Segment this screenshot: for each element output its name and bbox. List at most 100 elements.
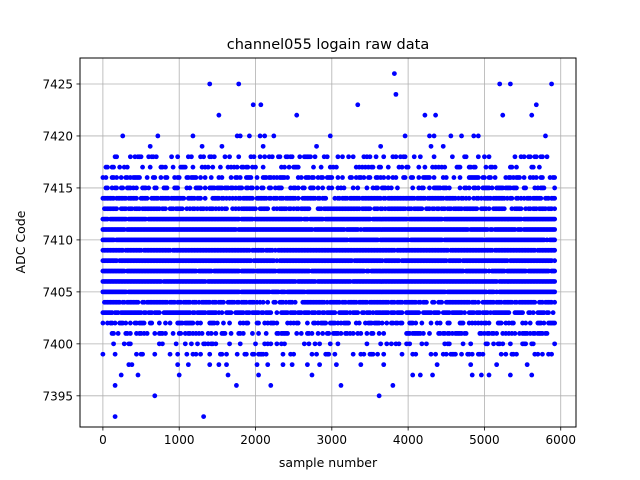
data-point (134, 351, 139, 357)
data-point (248, 175, 254, 180)
data-point (254, 185, 260, 191)
data-point (410, 372, 416, 378)
data-point (309, 351, 315, 357)
data-point (170, 331, 176, 336)
data-point (367, 154, 373, 160)
data-point (378, 143, 384, 149)
data-point (468, 362, 474, 368)
data-point (431, 175, 437, 180)
data-point (517, 175, 522, 180)
data-point (529, 372, 535, 378)
data-point (552, 247, 558, 253)
data-point (224, 362, 229, 368)
data-point (240, 331, 246, 336)
data-point (207, 351, 213, 357)
data-point (190, 133, 196, 139)
data-point (546, 310, 551, 316)
data-point (198, 320, 203, 326)
data-point (333, 362, 339, 368)
data-point (294, 112, 300, 118)
data-point (152, 351, 158, 357)
data-point (127, 320, 133, 326)
data-point (207, 362, 213, 368)
data-point (364, 331, 370, 336)
data-point (521, 175, 527, 180)
data-point (121, 341, 127, 347)
data-point (190, 320, 196, 326)
data-point (160, 341, 165, 347)
data-point (411, 154, 417, 160)
data-point (258, 102, 264, 108)
data-point (178, 331, 184, 336)
data-point (443, 351, 449, 357)
data-point (540, 175, 545, 180)
data-point (424, 341, 429, 347)
data-point (378, 164, 384, 170)
data-point (416, 164, 422, 170)
data-point (552, 206, 558, 212)
data-point (304, 320, 310, 326)
data-point (268, 310, 274, 316)
data-point (483, 164, 489, 170)
data-point (402, 133, 408, 139)
data-point (390, 383, 396, 388)
data-point (355, 185, 361, 191)
data-point (105, 185, 110, 191)
data-point (358, 331, 364, 336)
data-point (533, 102, 539, 108)
data-point (410, 185, 416, 191)
data-point (155, 133, 161, 139)
data-point (317, 362, 323, 368)
data-point (210, 164, 216, 170)
data-point (384, 320, 390, 326)
data-point (120, 185, 126, 191)
data-point (201, 414, 207, 420)
data-point (381, 331, 387, 336)
data-point (463, 154, 469, 160)
data-point (457, 164, 463, 170)
data-point (402, 175, 408, 180)
data-point (540, 351, 545, 357)
data-point (156, 310, 162, 316)
data-point (552, 289, 558, 295)
data-point (503, 351, 509, 357)
data-point (144, 175, 150, 180)
data-point (514, 164, 519, 170)
data-point (251, 154, 257, 160)
data-point (228, 310, 234, 316)
data-point (355, 102, 361, 108)
data-point (541, 185, 547, 191)
data-point (245, 320, 251, 326)
data-point (144, 331, 150, 336)
data-point (427, 133, 432, 139)
data-point (420, 185, 426, 191)
data-point (346, 154, 352, 160)
data-point (439, 299, 445, 305)
data-point (221, 320, 226, 326)
data-point (500, 341, 506, 347)
data-point (295, 320, 301, 326)
data-point (140, 164, 145, 170)
data-point (257, 154, 263, 160)
data-point (182, 164, 188, 170)
data-point (552, 299, 558, 305)
data-point (349, 175, 355, 180)
data-point (340, 154, 345, 160)
data-point (141, 320, 147, 326)
data-point (419, 206, 425, 212)
data-point (379, 320, 385, 326)
data-point (393, 154, 399, 160)
data-point (521, 154, 527, 160)
data-point (489, 185, 495, 191)
data-point (552, 279, 558, 284)
data-point (135, 372, 141, 378)
data-point (147, 143, 153, 149)
data-point (237, 175, 243, 180)
data-point (335, 154, 341, 160)
data-point (335, 175, 341, 180)
data-point (280, 351, 286, 357)
y-tick-label: 7395 (42, 389, 73, 403)
data-point (301, 341, 307, 347)
data-point (422, 164, 428, 170)
data-point (179, 206, 185, 212)
